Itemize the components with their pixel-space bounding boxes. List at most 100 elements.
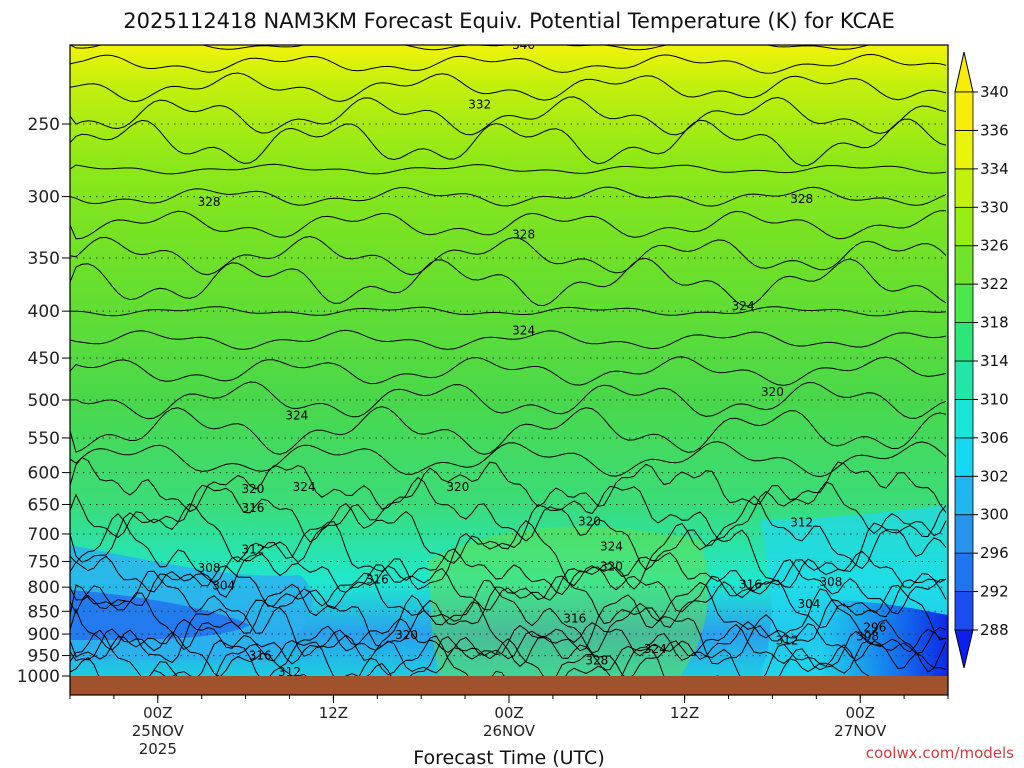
contour-label: 328 — [585, 654, 608, 668]
contour-label: 312 — [790, 515, 813, 529]
colorbar-label: 334 — [980, 160, 1009, 178]
contour-label: 316 — [249, 649, 272, 663]
colorbar-swatch — [954, 399, 974, 439]
colorbar-swatch — [954, 437, 974, 477]
colorbar-swatch — [954, 475, 974, 516]
contour-labels: 340 332 328 328 328 324 324 324 324 324 324 320 320 3… — [198, 38, 887, 679]
contour-line — [70, 635, 870, 676]
contour-line — [70, 235, 947, 276]
y-tick-label: 750 — [28, 552, 60, 572]
contour-line — [70, 45, 871, 51]
colorbar-label: 326 — [980, 237, 1009, 255]
contour-label: 320 — [395, 628, 418, 642]
x-tick-label: 00Z — [494, 704, 523, 722]
contour-label: 316 — [241, 501, 264, 515]
colorbar-label: 292 — [980, 583, 1009, 601]
contour-line — [70, 96, 947, 136]
contour-label: 316 — [739, 578, 762, 592]
contour-line — [70, 356, 947, 386]
x-tick-label: 26NOV — [483, 722, 536, 740]
colorbar-swatch — [954, 360, 974, 400]
credit-text: coolwx.com/models — [866, 744, 1014, 762]
plot-field: 340 332 328 328 328 324 324 324 324 324 324 320 320 3… — [70, 38, 948, 679]
y-tick-label: 850 — [28, 602, 60, 622]
contour-label: 304 — [212, 579, 235, 593]
colorbar-label: 306 — [980, 429, 1009, 447]
contour-line — [70, 381, 947, 420]
contour-label: 324 — [644, 642, 667, 656]
contour-label: 312 — [278, 665, 301, 679]
contour-label: 324 — [732, 299, 755, 313]
colorbar-swatch — [954, 552, 974, 592]
x-tick-label: 27NOV — [834, 722, 887, 740]
contour-label: 312 — [241, 543, 264, 557]
colorbar-swatch — [954, 91, 974, 131]
contour-label: 324 — [293, 480, 316, 494]
warm-low-level-region — [430, 526, 709, 676]
contour-label: 320 — [241, 482, 264, 496]
x-tick-label: 12Z — [319, 704, 348, 722]
contour-label: 304 — [798, 597, 821, 611]
y-tick-label: 900 — [28, 625, 60, 645]
colorbar-label: 296 — [980, 544, 1009, 562]
colorbar-bottom-arrow — [954, 629, 974, 669]
contour-line — [70, 588, 947, 673]
contour-line — [70, 53, 947, 74]
contour-line — [70, 629, 947, 676]
contour-label: 308 — [856, 629, 879, 643]
y-tick-label: 250 — [28, 115, 60, 135]
colorbar-label: 314 — [980, 352, 1009, 370]
colorbar-swatch — [954, 206, 974, 247]
colorbar-label: 336 — [980, 121, 1009, 139]
contour-line — [70, 579, 947, 654]
y-tick-label: 400 — [28, 302, 60, 322]
contour-line — [70, 495, 947, 571]
contour-line — [70, 257, 947, 307]
colorbar-swatch — [954, 283, 974, 323]
chart-title: 2025112418 NAM3KM Forecast Equiv. Potent… — [123, 9, 895, 33]
y-tick-label: 500 — [28, 391, 60, 411]
contour-line — [70, 570, 947, 634]
colorbar-swatch — [954, 514, 974, 554]
contour-line — [70, 118, 947, 167]
colorbar-label: 288 — [980, 621, 1009, 639]
contour-label: 312 — [776, 634, 799, 648]
contour-label: 324 — [512, 324, 535, 338]
colorbar-swatch — [954, 130, 974, 170]
y-tick-label: 950 — [28, 647, 60, 667]
contour-label: 340 — [512, 38, 535, 52]
contour-label: 320 — [578, 514, 601, 528]
contour-label: 320 — [761, 385, 784, 399]
y-tick-label: 700 — [28, 525, 60, 545]
colorbar-swatch — [954, 322, 974, 362]
contour-label: 316 — [563, 611, 586, 625]
contour-label: 328 — [790, 192, 813, 206]
x-tick-label: 00Z — [846, 704, 875, 722]
contour-lines — [70, 45, 947, 676]
pressure-axis: 250 300 350 400 450 500 550 600 650 700 750 800 850 9… — [17, 115, 70, 687]
colorbar-label: 300 — [980, 506, 1009, 524]
x-tick-label: 25NOV — [132, 722, 185, 740]
colorbar-swatch — [954, 245, 974, 285]
colorbar-swatch — [954, 591, 974, 631]
colorbar-label: 302 — [980, 467, 1009, 485]
colorbar-top-arrow — [954, 51, 974, 93]
contour-label: 308 — [198, 561, 221, 575]
contour-line — [70, 72, 947, 103]
contour-line — [70, 476, 947, 543]
y-tick-label: 1000 — [17, 667, 60, 687]
contour-line — [70, 186, 947, 207]
contour-line — [70, 456, 947, 513]
contour-line — [70, 210, 946, 240]
colorbar-label: 340 — [980, 83, 1009, 101]
x-tick-label: 12Z — [670, 704, 699, 722]
contour-line — [70, 512, 947, 598]
contour-line — [70, 548, 947, 596]
contour-line — [70, 329, 947, 350]
contour-label: 328 — [198, 195, 221, 209]
contour-line — [70, 406, 947, 455]
contour-label: 324 — [600, 539, 623, 553]
contour-label: 320 — [600, 560, 623, 574]
